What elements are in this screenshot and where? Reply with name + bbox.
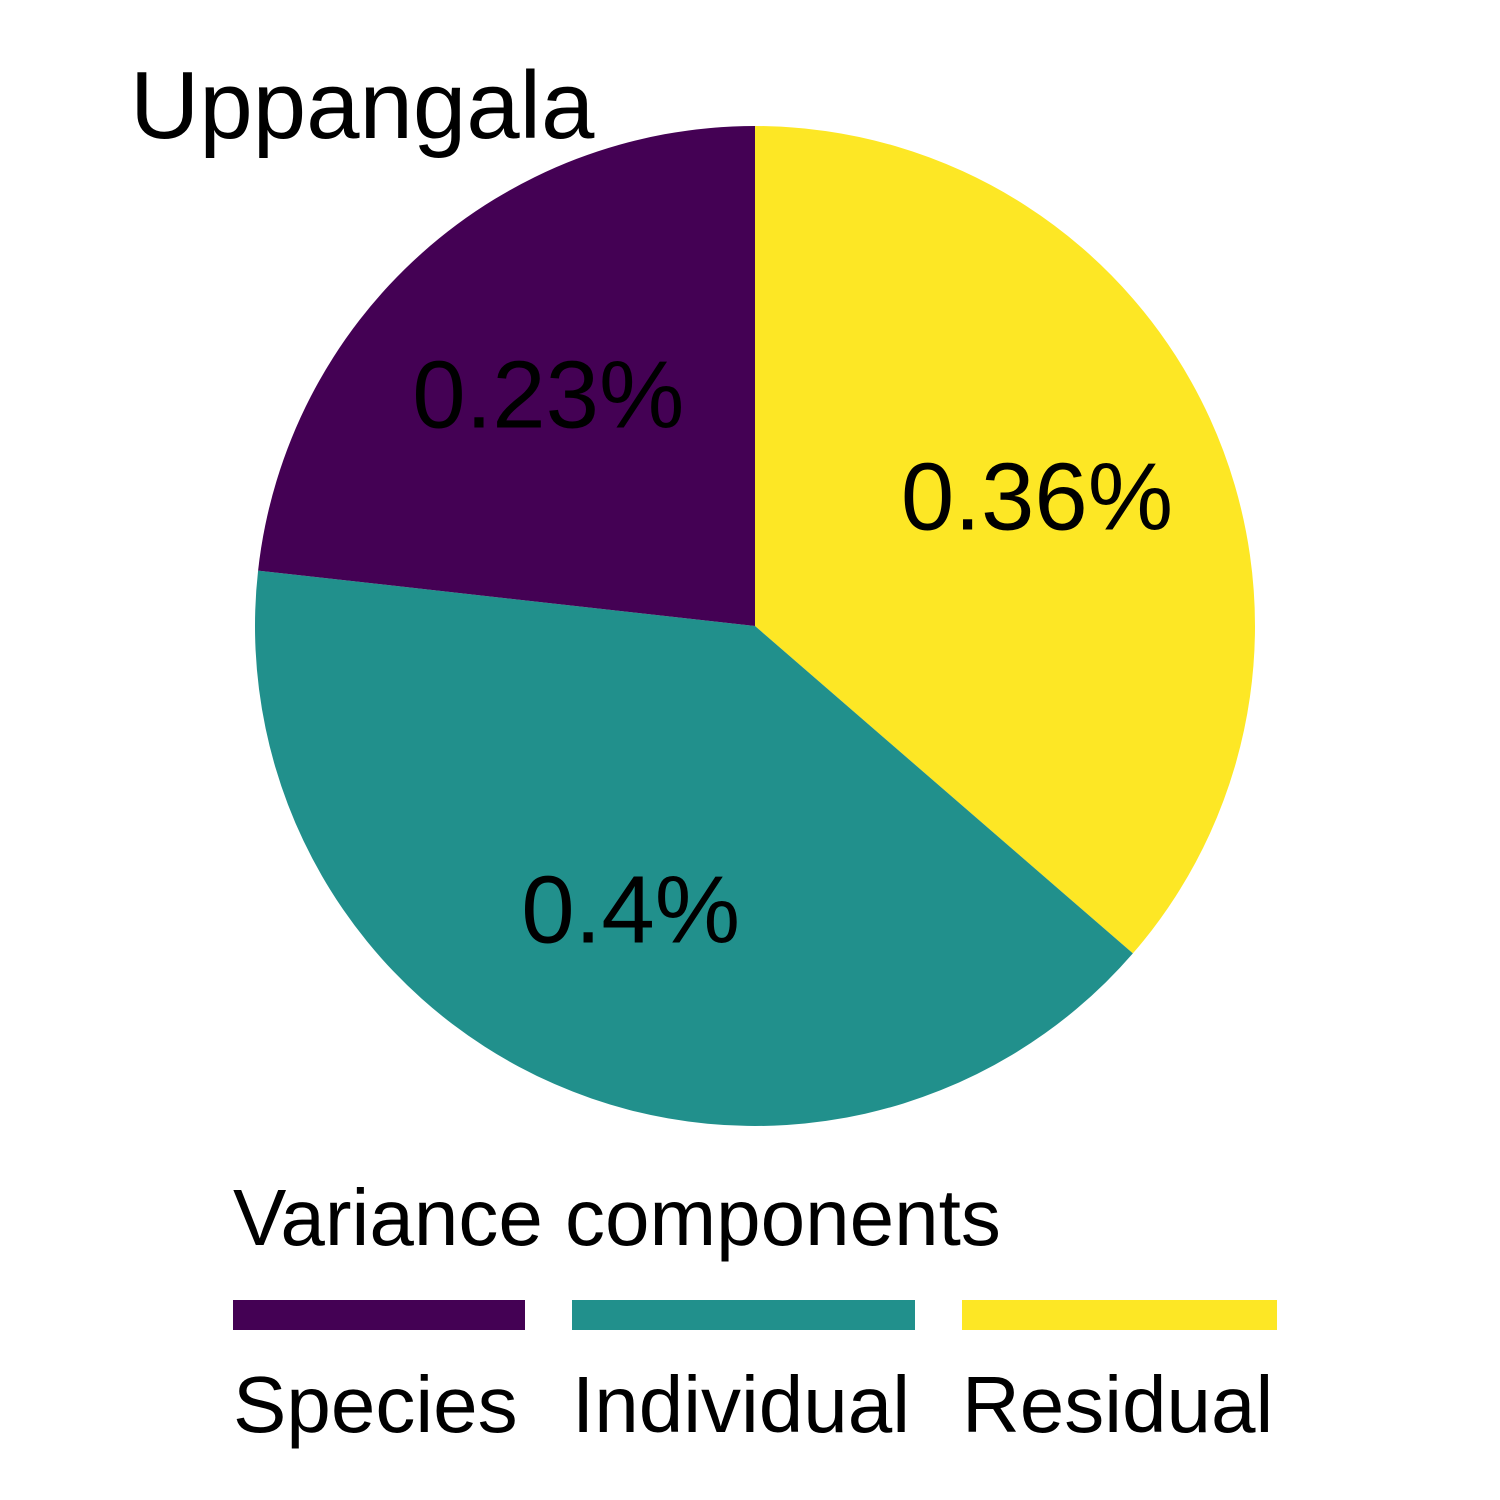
chart-title: Uppangala <box>130 52 595 159</box>
legend-key-individual <box>572 1300 915 1330</box>
pie-slice-individual <box>255 570 1133 1127</box>
legend-key-residual <box>962 1300 1277 1330</box>
legend-key-species <box>233 1300 525 1330</box>
legend-label-species: Species <box>233 1360 518 1449</box>
pie-slices <box>255 126 1256 1127</box>
slice-label-residual: 0.36% <box>901 444 1173 551</box>
pie-slice-species <box>258 126 755 626</box>
slice-label-individual: 0.4% <box>521 856 740 963</box>
pie-slice-residual <box>755 126 1256 954</box>
legend-title: Variance components <box>233 1173 1001 1262</box>
pie-labels: 0.36% 0.4% 0.23% <box>412 341 1173 963</box>
legend: Species Individual Residual <box>233 1300 1277 1449</box>
legend-label-residual: Residual <box>962 1360 1273 1449</box>
slice-label-species: 0.23% <box>412 341 684 448</box>
legend-label-individual: Individual <box>572 1360 910 1449</box>
